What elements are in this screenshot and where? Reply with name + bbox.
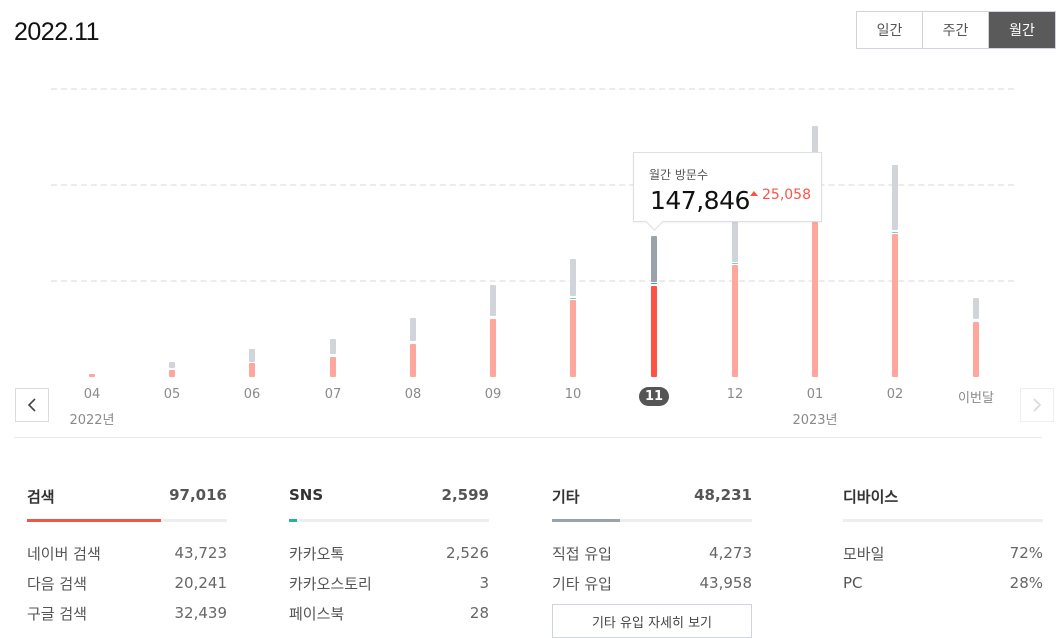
list-item: 모바일 72% (843, 544, 1043, 563)
tooltip-value: 147,846 (650, 186, 750, 215)
x-label-selected[interactable]: 11 (624, 387, 684, 406)
up-arrow-icon (750, 190, 758, 196)
stat-sns: SNS 2,599 카카오톡 2,526 카카오스토리 3 페이스북 28 (289, 486, 489, 628)
stat-bar (843, 519, 1043, 522)
list-item: 직접 유입 4,273 (552, 544, 752, 563)
x-label[interactable]: 12 (726, 387, 744, 402)
tab-monthly[interactable]: 월간 (989, 12, 1055, 48)
list-item: PC 28% (843, 574, 1043, 592)
x-label[interactable]: 01 (806, 387, 824, 402)
stat-total: 48,231 (694, 486, 752, 504)
list-item: 카카오톡 2,526 (289, 544, 489, 563)
stat-title: SNS (289, 486, 324, 504)
list-item: 다음 검색 20,241 (27, 574, 227, 593)
gridline (51, 88, 1014, 90)
chevron-left-icon (27, 398, 36, 412)
x-label[interactable]: 02 (886, 387, 904, 402)
tab-weekly[interactable]: 주간 (923, 12, 989, 48)
x-label[interactable]: 이번달 (958, 391, 994, 406)
year-label: 2022년 (69, 413, 115, 428)
list-item: 기타 유입 43,958 (552, 574, 752, 593)
divider (14, 437, 1042, 438)
x-label[interactable]: 10 (564, 387, 582, 402)
prev-button[interactable] (15, 388, 49, 422)
x-label[interactable]: 08 (404, 387, 422, 402)
tab-daily[interactable]: 일간 (857, 12, 923, 48)
stat-total: 2,599 (441, 486, 489, 504)
gridline (51, 184, 1014, 186)
list-item: 네이버 검색 43,723 (27, 544, 227, 563)
stat-title: 디바이스 (843, 488, 899, 506)
stat-other: 기타 48,231 직접 유입 4,273 기타 유입 43,958 기타 유입 자세… (552, 486, 752, 638)
x-label[interactable]: 07 (324, 387, 342, 402)
tooltip-delta: 25,058 (750, 187, 811, 203)
stat-bar (27, 519, 227, 522)
stat-bar (289, 519, 489, 522)
tooltip-label: 월간 방문수 (649, 168, 709, 182)
list-item: 카카오스토리 3 (289, 574, 489, 593)
year-label: 2023년 (792, 413, 838, 428)
stat-bar (552, 519, 752, 522)
stat-title: 기타 (552, 488, 580, 506)
stat-device: 디바이스 모바일 72% PC 28% (843, 486, 1043, 598)
x-label[interactable]: 06 (243, 387, 261, 402)
period-tabs: 일간 주간 월간 (856, 11, 1056, 49)
monthly-visits-chart: 04 05 06 07 08 09 10 11 12 01 02 이번달 202… (0, 0, 1064, 440)
list-item: 구글 검색 32,439 (27, 604, 227, 623)
page-title: 2022.11 (14, 18, 100, 46)
x-label[interactable]: 09 (484, 387, 502, 402)
other-inflow-detail-button[interactable]: 기타 유입 자세히 보기 (552, 604, 752, 638)
list-item: 페이스북 28 (289, 604, 489, 623)
gridline (51, 280, 1014, 282)
stat-search: 검색 97,016 네이버 검색 43,723 다음 검색 20,241 구글 검색 3… (27, 486, 227, 628)
stat-title: 검색 (27, 488, 55, 506)
stat-total: 97,016 (169, 486, 227, 504)
next-button[interactable] (1020, 388, 1054, 422)
chevron-right-icon (1033, 398, 1042, 412)
x-label[interactable]: 04 (83, 387, 101, 402)
x-label[interactable]: 05 (163, 387, 181, 402)
visits-tooltip: 월간 방문수 147,846 25,058 (633, 152, 822, 222)
